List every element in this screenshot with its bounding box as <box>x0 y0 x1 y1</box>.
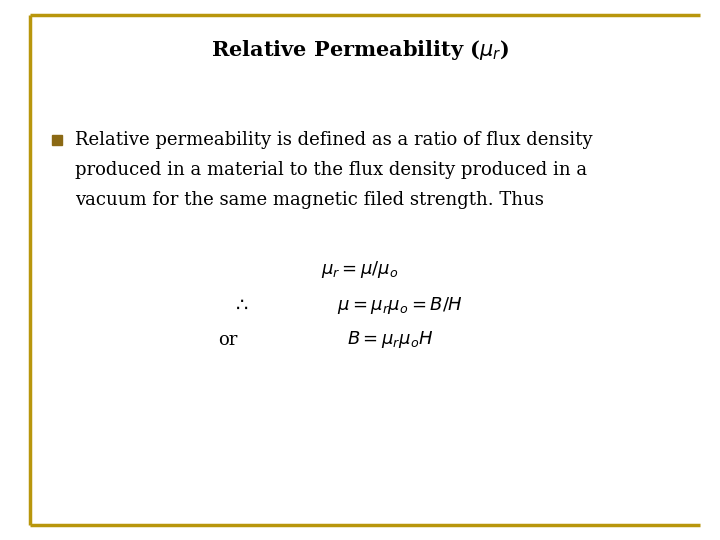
Text: or: or <box>218 331 238 349</box>
Text: $\therefore$: $\therefore$ <box>232 296 248 314</box>
Text: Relative Permeability ($\mu_r$): Relative Permeability ($\mu_r$) <box>211 38 509 62</box>
Text: vacuum for the same magnetic filed strength. Thus: vacuum for the same magnetic filed stren… <box>75 191 544 209</box>
Text: Relative permeability is defined as a ratio of flux density: Relative permeability is defined as a ra… <box>75 131 593 149</box>
Text: $\mu  =  \mu_r\mu_o  =  B/H$: $\mu = \mu_r\mu_o = B/H$ <box>337 294 463 315</box>
Text: $\mu_r  =  \mu/\mu_o$: $\mu_r = \mu/\mu_o$ <box>321 260 399 280</box>
Bar <box>52 135 62 145</box>
Text: $B  = \mu_r\mu_o H$: $B = \mu_r\mu_o H$ <box>347 329 433 350</box>
Text: produced in a material to the flux density produced in a: produced in a material to the flux densi… <box>75 161 587 179</box>
